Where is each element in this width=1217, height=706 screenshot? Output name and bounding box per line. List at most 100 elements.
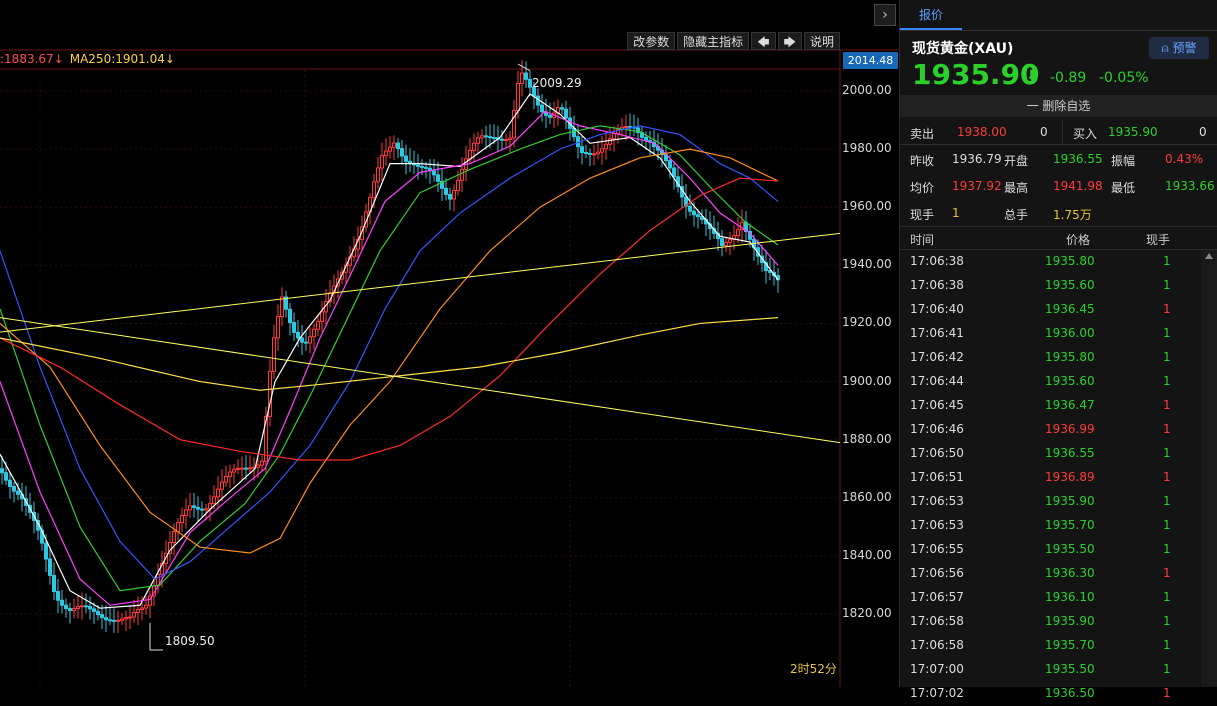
candle-body (624, 126, 628, 129)
trade-time: 17:06:58 (910, 638, 964, 652)
trade-row[interactable]: 17:06:53 1935.70 1 (900, 514, 1200, 538)
candle-body (48, 558, 52, 576)
chart-toolbar: 改参数 隐藏主指标 🡄 🡆 说明 (625, 32, 840, 50)
y-tick-label: 1880.00 (842, 431, 892, 446)
stat-value: 0.43% (1165, 152, 1204, 166)
hide-main-indicator-button[interactable]: 隐藏主指标 (677, 32, 750, 50)
trade-row[interactable]: 17:06:42 1935.80 1 (900, 346, 1200, 370)
help-button[interactable]: 说明 (803, 32, 840, 50)
trade-volume: 1 (1163, 254, 1171, 268)
candle-body (260, 460, 264, 466)
candle-body (460, 168, 464, 181)
trade-row[interactable]: 17:06:53 1935.90 1 (900, 490, 1200, 514)
candle-body (392, 142, 396, 148)
candle-body (320, 311, 324, 322)
candle-body (420, 165, 424, 168)
candle-body (484, 135, 488, 138)
trade-row[interactable]: 17:06:44 1935.60 1 (900, 370, 1200, 394)
kline-canvas[interactable] (0, 0, 899, 687)
trade-time: 17:06:41 (910, 326, 964, 340)
candle-body (540, 104, 544, 113)
trade-row[interactable]: 17:06:50 1936.55 1 (900, 442, 1200, 466)
trade-row[interactable]: 17:06:57 1936.10 1 (900, 586, 1200, 610)
alert-button[interactable]: ⍝ 预警 (1149, 37, 1209, 59)
peak-marker (517, 63, 531, 72)
candle-body (96, 610, 100, 616)
tab-quote[interactable]: 报价 (900, 0, 962, 30)
trade-time: 17:06:40 (910, 302, 964, 316)
candle-body (636, 127, 640, 134)
trade-row[interactable]: 17:07:00 1935.50 1 (900, 658, 1200, 682)
candle-body (476, 137, 480, 144)
next-arrow-icon[interactable]: 🡆 (777, 32, 802, 50)
trade-row[interactable]: 17:06:58 1935.90 1 (900, 610, 1200, 634)
trades-scrollbar[interactable] (1201, 250, 1217, 687)
candle-body (684, 196, 688, 207)
trade-row[interactable]: 17:06:38 1935.60 1 (900, 274, 1200, 298)
trade-row[interactable]: 17:07:02 1936.50 1 (900, 682, 1200, 706)
candle-body (360, 226, 364, 240)
candle-body (200, 508, 204, 511)
candle-body (280, 296, 284, 318)
candle-body (584, 151, 588, 154)
candle-body (740, 221, 744, 231)
candle-body (16, 490, 20, 495)
y-tick-label: 1920.00 (842, 315, 892, 330)
trade-row[interactable]: 17:06:51 1936.89 1 (900, 466, 1200, 490)
candle-body (588, 152, 592, 155)
trade-volume: 1 (1163, 662, 1171, 676)
candle-body (288, 308, 292, 324)
candle-body (600, 148, 604, 153)
candle-body (108, 619, 112, 622)
ma60-line (0, 148, 779, 554)
candle-body (592, 153, 596, 156)
candle-body (672, 167, 676, 178)
y-tick-label: 1860.00 (842, 489, 892, 504)
candle-body (56, 591, 60, 601)
trade-row[interactable]: 17:06:55 1935.50 1 (900, 538, 1200, 562)
collapse-panel-chevron-icon[interactable]: › (874, 4, 896, 26)
candle-body (100, 614, 104, 619)
trade-volume: 1 (1163, 686, 1171, 700)
candle-body (148, 595, 152, 606)
candle-body (248, 467, 252, 470)
trade-price: 1936.30 (1045, 566, 1095, 580)
trade-volume: 1 (1163, 566, 1171, 580)
candle-body (512, 109, 516, 139)
trade-price: 1935.80 (1045, 254, 1095, 268)
candle-body (188, 505, 192, 511)
bell-icon: ⍝ (1161, 41, 1169, 55)
candle-body (504, 139, 508, 142)
trade-row[interactable]: 17:06:58 1935.70 1 (900, 634, 1200, 658)
trade-row[interactable]: 17:06:38 1935.80 1 (900, 250, 1200, 274)
trade-price: 1935.60 (1045, 374, 1095, 388)
sell-price: 1938.00 (957, 125, 1007, 139)
ma-legend: :1883.67↓ MA250:1901.04↓ (0, 51, 175, 67)
candle-body (52, 574, 56, 593)
candle-body (44, 542, 48, 560)
trade-row[interactable]: 17:06:41 1936.00 1 (900, 322, 1200, 346)
candle-body (192, 505, 196, 508)
prev-arrow-icon[interactable]: 🡄 (751, 32, 776, 50)
trade-row[interactable]: 17:06:45 1936.47 1 (900, 394, 1200, 418)
trade-time: 17:06:51 (910, 470, 964, 484)
candle-body (436, 174, 440, 182)
buy-price: 1935.90 (1108, 125, 1158, 139)
candle-body (432, 170, 436, 176)
candle-body (284, 296, 288, 310)
trade-volume: 1 (1163, 518, 1171, 532)
candle-body (516, 82, 520, 111)
trade-row[interactable]: 17:06:56 1936.30 1 (900, 562, 1200, 586)
candle-body (444, 187, 448, 195)
trade-price: 1935.70 (1045, 518, 1095, 532)
trade-row[interactable]: 17:06:40 1936.45 1 (900, 298, 1200, 322)
scroll-up-icon[interactable] (1205, 253, 1213, 259)
kline-chart[interactable]: › 改参数 隐藏主指标 🡄 🡆 说明 :1883.67↓ MA250:1901.0… (0, 0, 899, 687)
remove-watchlist-button[interactable]: 一 删除自选 (900, 95, 1217, 117)
trade-volume: 1 (1163, 278, 1171, 292)
candle-body (396, 142, 400, 150)
edit-params-button[interactable]: 改参数 (627, 32, 676, 50)
trade-row[interactable]: 17:06:46 1936.99 1 (900, 418, 1200, 442)
candle-body (524, 72, 528, 80)
trade-time: 17:06:38 (910, 254, 964, 268)
